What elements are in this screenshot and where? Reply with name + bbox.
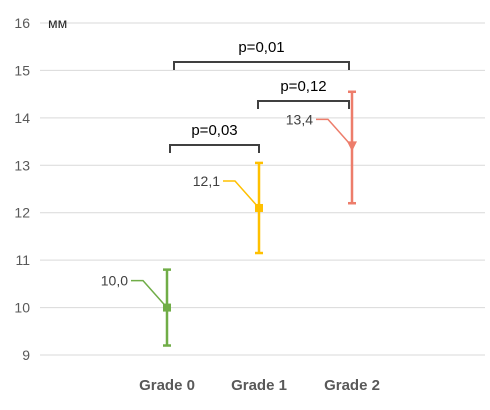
y-tick-label: 9: [22, 347, 30, 363]
leader-line: [316, 118, 353, 147]
y-tick-label: 15: [14, 62, 30, 78]
data-marker: [255, 203, 263, 212]
bracket-line: [169, 144, 260, 153]
data-label: 13,4: [286, 111, 313, 127]
data-marker: [347, 141, 357, 152]
bracket-line: [173, 61, 350, 70]
gridlines: [40, 22, 485, 356]
y-axis-ticks: 9 10 11 12 13 14 15 16: [14, 15, 30, 363]
data-label: 12,1: [193, 173, 220, 189]
p-value-label: p=0,03: [191, 122, 237, 139]
y-tick-label: 11: [15, 252, 30, 268]
point-group: 13,4: [286, 90, 357, 205]
y-tick-label: 16: [14, 15, 30, 31]
point-group: 10,0: [101, 268, 171, 347]
leader-line: [223, 180, 260, 209]
y-tick-label: 14: [14, 110, 30, 126]
point-group: 12,1: [193, 161, 263, 255]
leader-line: [131, 279, 168, 309]
p-value-label: p=0,12: [280, 78, 326, 95]
y-tick-label: 13: [14, 157, 30, 173]
significance-brackets: p=0,03 p=0,12 p=0,01: [169, 39, 350, 153]
p-value-label: p=0,01: [238, 39, 284, 56]
data-marker: [163, 303, 171, 312]
significance-bracket: p=0,03: [169, 122, 260, 153]
data-label: 10,0: [101, 273, 128, 289]
x-category-label: Grade 2: [324, 377, 380, 394]
x-category-label: Grade 0: [139, 377, 195, 394]
x-axis-categories: Grade 0 Grade 1 Grade 2: [139, 377, 380, 394]
x-category-label: Grade 1: [231, 377, 287, 394]
series: 10,0 12,1 13,4: [101, 90, 357, 347]
significance-bracket: p=0,01: [173, 39, 350, 70]
significance-bracket: p=0,12: [257, 78, 350, 109]
bracket-line: [257, 100, 350, 109]
y-tick-label: 12: [14, 205, 30, 221]
y-axis-label: мм: [48, 15, 67, 31]
y-tick-label: 10: [14, 300, 30, 316]
